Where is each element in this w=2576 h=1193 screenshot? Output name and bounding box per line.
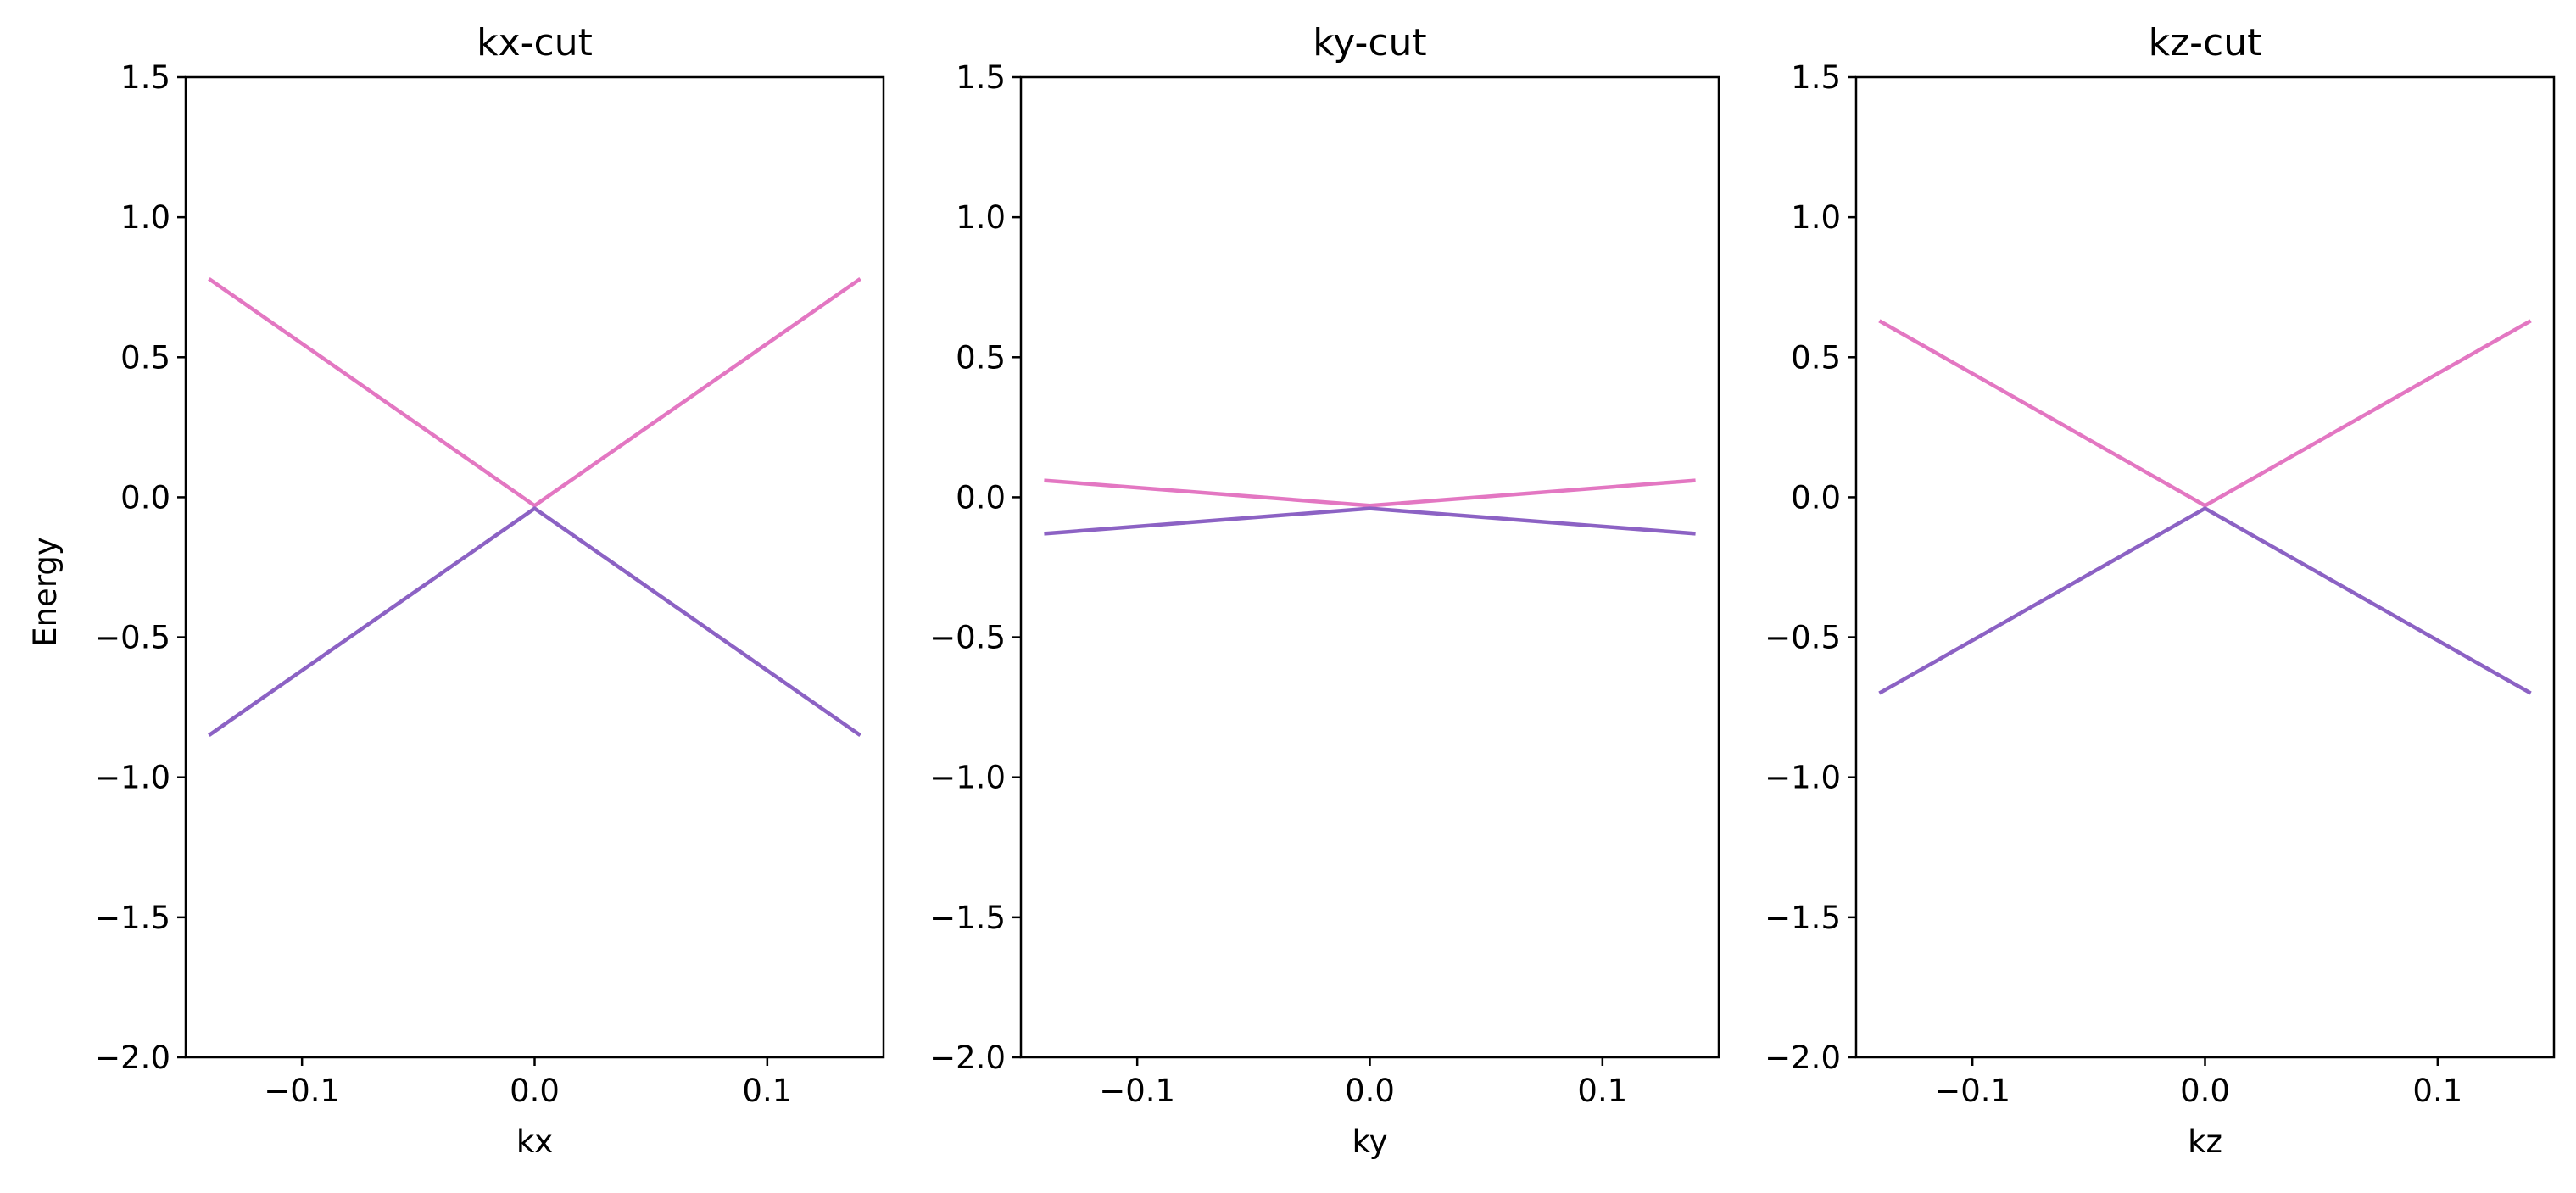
y-tick-label: −1.5 bbox=[929, 900, 1006, 936]
y-tick-label: 0.5 bbox=[956, 339, 1006, 376]
y-tick-label: 1.5 bbox=[120, 59, 170, 96]
y-tick-label: 0.0 bbox=[120, 479, 170, 516]
panel-ky-cut: −2.0 −1.5 −1.0 −0.5 0.0 0.5 1.0 1.5 −0.1 0.0 0.1 ky… bbox=[929, 21, 1720, 1160]
y-tick-label: 0.0 bbox=[956, 479, 1006, 516]
x-tick-label: 0.0 bbox=[1345, 1073, 1395, 1109]
panel-title: kx-cut bbox=[477, 21, 593, 64]
y-tick-label: −1.5 bbox=[1765, 900, 1841, 936]
y-tick-label: 1.0 bbox=[1791, 199, 1841, 236]
y-tick-label: −0.5 bbox=[94, 620, 170, 656]
upper-band-line bbox=[208, 276, 861, 508]
x-tick-label: 0.0 bbox=[510, 1073, 560, 1109]
y-tick-label: −2.0 bbox=[1765, 1040, 1841, 1076]
y-tick-label: 1.5 bbox=[1791, 59, 1841, 96]
y-tick-label: −1.5 bbox=[94, 900, 170, 936]
lower-band-line bbox=[1878, 506, 2532, 695]
x-tick-label: −0.1 bbox=[264, 1073, 340, 1109]
panel-title: kz-cut bbox=[2149, 21, 2262, 64]
y-tick-label: −1.0 bbox=[94, 760, 170, 796]
y-tick-label: 0.5 bbox=[120, 339, 170, 376]
y-tick-label: 1.0 bbox=[956, 199, 1006, 236]
lower-band-line bbox=[1044, 506, 1696, 536]
x-tick-label: 0.1 bbox=[742, 1073, 792, 1109]
y-tick-label: −1.0 bbox=[1765, 760, 1841, 796]
y-tick-label: 0.0 bbox=[1791, 479, 1841, 516]
y-tick-label: −2.0 bbox=[94, 1040, 170, 1076]
upper-band-line bbox=[1044, 478, 1696, 508]
y-tick-label: −2.0 bbox=[929, 1040, 1006, 1076]
y-tick-label: 0.5 bbox=[1791, 339, 1841, 376]
x-axis-label: ky bbox=[1352, 1123, 1387, 1160]
upper-band-line bbox=[1878, 319, 2532, 508]
x-tick-label: −0.1 bbox=[1934, 1073, 2010, 1109]
x-tick-label: 0.1 bbox=[2412, 1073, 2462, 1109]
y-tick-label: 1.5 bbox=[956, 59, 1006, 96]
y-tick-label: −0.5 bbox=[1765, 620, 1841, 656]
panel-kz-cut: −2.0 −1.5 −1.0 −0.5 0.0 0.5 1.0 1.5 −0.1 0.0 0.1 kz… bbox=[1765, 21, 2556, 1160]
x-axis-label: kx bbox=[516, 1123, 553, 1160]
x-tick-label: −0.1 bbox=[1099, 1073, 1175, 1109]
panel-kx-cut: −2.0 −1.5 −1.0 −0.5 0.0 0.5 1.0 1.5 −0.1 0.0 0.1 kx… bbox=[94, 21, 885, 1160]
y-tick-label: −1.0 bbox=[929, 760, 1006, 796]
panel-title: ky-cut bbox=[1313, 21, 1426, 64]
x-axis-label: kz bbox=[2188, 1123, 2222, 1160]
x-tick-label: 0.0 bbox=[2180, 1073, 2230, 1109]
x-tick-label: 0.1 bbox=[1577, 1073, 1627, 1109]
y-tick-label: 1.0 bbox=[120, 199, 170, 236]
y-tick-label: −0.5 bbox=[929, 620, 1006, 656]
y-axis-label: Energy bbox=[27, 537, 64, 647]
lower-band-line bbox=[208, 506, 861, 738]
